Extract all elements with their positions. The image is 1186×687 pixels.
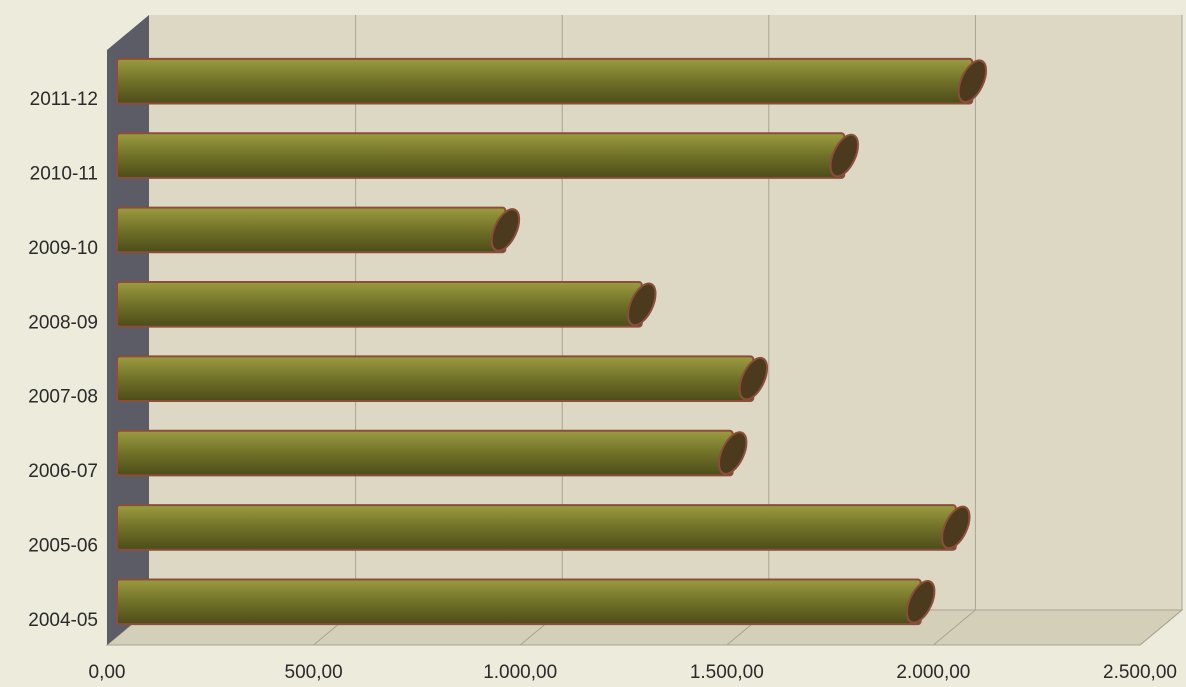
bar	[116, 504, 957, 551]
bar-cap	[905, 580, 936, 624]
bar-cap	[627, 282, 657, 327]
bar	[116, 132, 846, 179]
bar-cap	[829, 133, 859, 178]
y-tick-label: 2007-08	[28, 387, 98, 408]
axis-labels: 0,00 500,00 1.000,00 1.500,00 2.000,00 2.500,…	[28, 89, 1177, 683]
x-tick-label: 2.500,00	[1103, 662, 1177, 683]
bar	[116, 206, 507, 254]
bar-cap	[717, 431, 748, 475]
bar-cap	[738, 356, 769, 401]
y-tick-label: 2008-09	[28, 312, 98, 333]
bar-cap	[941, 505, 971, 550]
bar-cap	[490, 208, 521, 252]
y-tick-label: 2009-10	[28, 238, 98, 259]
bar	[116, 355, 755, 402]
bar	[116, 281, 643, 328]
bars	[116, 57, 988, 626]
x-tick-label: 1.000,00	[483, 662, 557, 683]
x-tick-label: 0,00	[89, 662, 126, 683]
bar	[116, 429, 734, 477]
bar	[116, 57, 974, 105]
gridline-floor	[1139, 609, 1183, 646]
y-tick-label: 2006-07	[28, 461, 98, 482]
x-tick-label: 1.500,00	[690, 662, 764, 683]
x-tick-label: 500,00	[285, 662, 343, 683]
y-tick-label: 2004-05	[28, 610, 98, 631]
bar-cap	[957, 59, 988, 103]
x-tick-label: 2.000,00	[896, 662, 970, 683]
y-tick-label: 2010-11	[30, 164, 98, 185]
y-tick-label: 2005-06	[28, 535, 98, 556]
gridline-floor	[933, 609, 976, 646]
y-tick-label: 2011-12	[30, 89, 98, 110]
bar	[116, 578, 922, 626]
